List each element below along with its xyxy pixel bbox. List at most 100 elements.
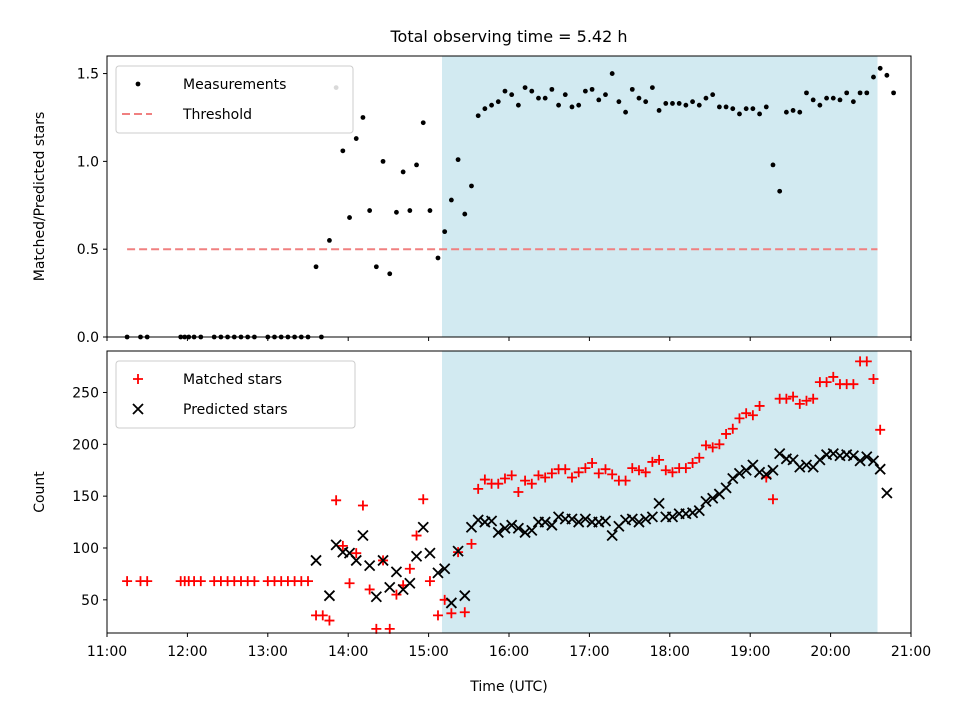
data-point (324, 615, 335, 626)
data-point (452, 545, 464, 557)
data-point (569, 104, 575, 110)
data-point (690, 99, 695, 105)
data-point (814, 454, 826, 466)
chart-title: Total observing time = 5.42 h (389, 27, 627, 46)
data-point (417, 521, 429, 533)
data-point (696, 102, 702, 108)
data-point (757, 111, 762, 117)
data-point (770, 162, 776, 168)
data-point (663, 101, 669, 106)
data-point (327, 238, 332, 243)
data-point (400, 169, 406, 175)
y-tick-label: 1.5 (77, 67, 99, 83)
data-point (411, 530, 422, 541)
legend: Matched stars Predicted stars (115, 360, 356, 429)
data-point (394, 209, 399, 215)
legend-label: Threshold (182, 107, 252, 123)
data-point (404, 563, 415, 574)
data-point (794, 461, 806, 473)
data-point (753, 466, 766, 478)
data-point (573, 467, 584, 478)
data-point (884, 72, 890, 78)
y-tick-label: 100 (72, 541, 99, 557)
data-point (626, 513, 638, 525)
data-point (633, 465, 644, 476)
legend-plus-icon (133, 374, 143, 384)
data-point (854, 455, 866, 467)
data-point (733, 467, 746, 479)
data-point (844, 90, 850, 96)
data-point (371, 623, 382, 634)
data-point (502, 88, 508, 94)
data-point (760, 468, 772, 481)
legend-box (115, 65, 354, 134)
data-point (357, 529, 369, 542)
data-point (686, 507, 699, 519)
data-point (794, 398, 805, 409)
data-point (707, 492, 719, 504)
data-point (492, 526, 504, 539)
data-point (593, 468, 604, 479)
data-point (387, 271, 393, 277)
data-point (418, 494, 429, 505)
data-point (620, 475, 631, 486)
legend-x-icon (132, 403, 144, 415)
legend-label: Measurements (183, 77, 286, 93)
observing-span (442, 351, 878, 633)
data-point (649, 85, 655, 91)
data-point (616, 99, 622, 105)
data-point (552, 511, 565, 523)
x-tick-label: 19:00 (730, 644, 770, 660)
data-point (589, 86, 595, 92)
data-point (734, 413, 745, 424)
data-point (370, 591, 382, 603)
data-point (384, 623, 395, 634)
data-point (687, 457, 698, 468)
data-point (350, 554, 362, 567)
data-point (469, 183, 474, 189)
data-point (353, 136, 359, 141)
data-point (666, 511, 679, 523)
data-point (582, 88, 588, 94)
top-panel: 0.0 0.5 1.0 1.5 Matched/Predicted stars Measu… (32, 55, 912, 346)
y-axis-label: Count (32, 471, 48, 513)
data-point (864, 90, 870, 96)
data-point (643, 99, 649, 105)
y-tick-label: 1.0 (77, 154, 99, 170)
data-point (489, 102, 494, 108)
data-point (529, 88, 535, 94)
data-point (573, 516, 585, 528)
data-point (546, 468, 557, 479)
data-point (313, 264, 319, 270)
data-point (432, 610, 443, 621)
data-point (485, 515, 498, 527)
data-point (821, 377, 832, 388)
data-point (680, 463, 691, 474)
data-point (790, 108, 796, 113)
data-point (526, 478, 537, 489)
data-point (509, 92, 515, 98)
data-point (142, 576, 153, 587)
data-point (633, 516, 645, 528)
data-point (340, 148, 346, 154)
data-point (506, 470, 517, 481)
data-point (640, 467, 651, 478)
y-tick-label: 150 (72, 489, 99, 505)
data-point (824, 95, 829, 101)
data-point (542, 95, 548, 101)
data-point (703, 95, 709, 101)
data-point (439, 563, 451, 575)
data-point (640, 513, 652, 525)
x-tick-label: 14:00 (328, 644, 368, 660)
data-point (442, 229, 448, 235)
data-point (636, 95, 642, 101)
legend-box (115, 360, 356, 429)
data-point (868, 373, 879, 384)
data-point (414, 162, 419, 168)
data-point (473, 483, 484, 494)
data-point (515, 102, 521, 108)
data-point (310, 554, 322, 567)
observing-span (442, 56, 878, 337)
data-point (479, 474, 490, 485)
